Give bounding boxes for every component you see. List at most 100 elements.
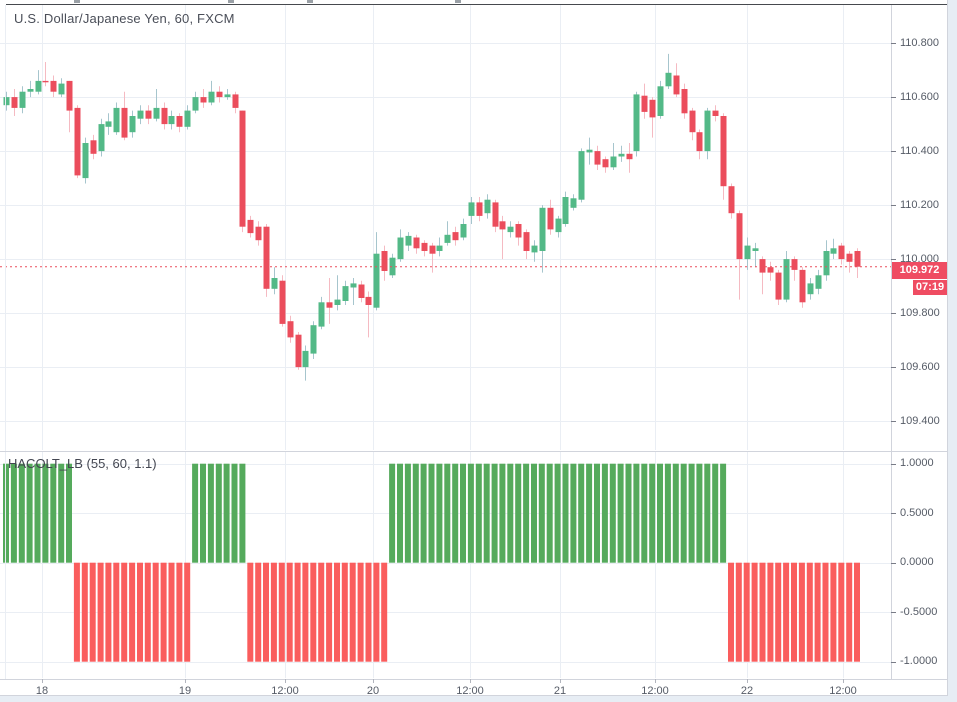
candle-body	[681, 89, 688, 114]
hacolt-histogram-bar	[420, 463, 427, 563]
candle-body	[287, 321, 294, 338]
candle-body	[799, 269, 806, 303]
hacolt-histogram-bar	[783, 562, 790, 662]
hacolt-histogram-bar	[381, 562, 388, 662]
candle-body	[397, 237, 404, 260]
candle-body	[153, 107, 160, 119]
hacolt-histogram-bar	[97, 562, 104, 662]
hacolt-histogram-bar	[436, 463, 443, 563]
hacolt-histogram-bar	[26, 463, 33, 563]
candle-body	[35, 80, 42, 92]
candle-body	[523, 232, 530, 251]
hacolt-histogram-bar	[586, 463, 593, 563]
hacolt-histogram-bar	[830, 562, 837, 662]
candle-body	[27, 89, 34, 92]
hacolt-histogram-bar	[263, 562, 269, 662]
candle-body	[562, 197, 569, 224]
candle-body	[736, 213, 743, 260]
time-tick-label: 12:00	[829, 685, 857, 697]
candle-body	[3, 97, 10, 106]
hacolt-histogram-bar	[18, 463, 25, 563]
hacolt-histogram-bar	[625, 463, 632, 563]
cropped-toolbar-remnant	[455, 0, 461, 3]
symbol-title: U.S. Dollar/Japanese Yen, 60, FXCM	[14, 11, 235, 26]
hacolt-histogram-bar	[42, 463, 49, 563]
hacolt-histogram-bar	[105, 562, 112, 662]
hacolt-histogram-bar	[649, 463, 656, 563]
hacolt-histogram-bar	[129, 562, 136, 662]
candle-body	[365, 296, 372, 305]
indicator-title: HACOLT_LB (55, 60, 1.1)	[8, 456, 157, 471]
time-tick-label: 12:00	[456, 685, 484, 697]
candle-body	[539, 207, 546, 251]
hacolt-histogram-bar	[712, 463, 719, 563]
candle-body	[854, 251, 861, 267]
candle-body	[555, 218, 562, 233]
cropped-toolbar-remnant	[74, 0, 80, 3]
candle-body	[618, 153, 625, 157]
hacolt-histogram-bar	[562, 463, 569, 563]
hacolt-histogram-bar	[270, 562, 277, 662]
candle-body	[657, 86, 664, 116]
candle-body	[98, 124, 105, 152]
candle-body	[429, 245, 436, 254]
candle-body	[50, 80, 57, 92]
candle-body	[121, 107, 128, 138]
hacolt-histogram-bar	[838, 562, 845, 662]
candle-body	[137, 110, 144, 119]
hacolt-histogram-bar	[751, 562, 758, 662]
candle-body	[421, 242, 428, 251]
candle-body	[334, 299, 341, 305]
candle-body	[381, 251, 388, 271]
hacolt-histogram-bar	[601, 463, 608, 563]
candle-body	[673, 75, 680, 95]
hacolt-histogram-bar	[89, 562, 96, 662]
candle-body	[216, 91, 223, 98]
candle-body	[570, 198, 577, 208]
hacolt-histogram-bar	[200, 463, 206, 563]
candle-body	[373, 253, 380, 308]
hacolt-histogram-bar	[475, 463, 482, 563]
cropped-toolbar-remnant	[307, 0, 313, 3]
candle-body	[752, 248, 759, 251]
hacolt-histogram-bar	[491, 463, 498, 563]
hacolt-histogram-bar	[483, 463, 490, 563]
price-tick-label: 109.600	[900, 360, 940, 373]
hacolt-histogram-bar	[538, 463, 545, 563]
candle-body	[192, 97, 199, 111]
candle-body	[405, 235, 412, 246]
candle-body	[11, 97, 18, 108]
price-tick-label: 109.400	[900, 414, 940, 427]
hacolt-histogram-bar	[546, 463, 553, 563]
hacolt-histogram-bar	[121, 562, 128, 662]
candle-body	[176, 116, 183, 127]
hacolt-histogram-bar	[822, 562, 829, 662]
hacolt-histogram-bar	[34, 463, 41, 563]
hacolt-histogram-bar	[444, 463, 451, 563]
candle-body	[704, 110, 711, 152]
hacolt-histogram-bar	[554, 463, 561, 563]
candle-body	[168, 116, 175, 125]
candle-body	[302, 350, 309, 368]
hacolt-histogram-bar	[531, 463, 537, 563]
hacolt-histogram-bar	[184, 562, 191, 662]
candle-body	[499, 221, 506, 230]
hacolt-histogram-bar	[743, 562, 750, 662]
time-tick-label: 19	[178, 685, 192, 697]
time-tick-label: 12:00	[641, 685, 669, 697]
candle-body	[846, 253, 853, 262]
hacolt-histogram-bar	[397, 463, 403, 563]
candle-body	[82, 143, 89, 179]
candle-body	[350, 283, 357, 288]
candle-body	[42, 80, 49, 83]
candle-body	[247, 219, 254, 234]
candle-body	[310, 325, 317, 354]
candle-body	[633, 94, 640, 152]
candle-body	[720, 116, 727, 187]
hacolt-histogram-bar	[215, 463, 222, 563]
hacolt-histogram-bar	[144, 562, 151, 662]
current-price-badge: 109.972	[892, 262, 947, 279]
candle-body	[744, 245, 751, 260]
candle-body	[823, 251, 830, 276]
